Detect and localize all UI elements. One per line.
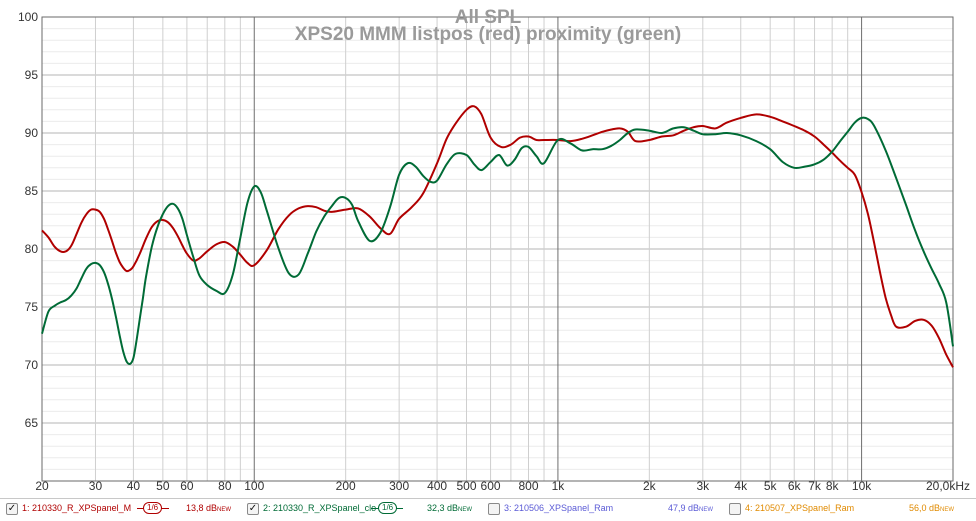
legend-level-4: 56,0 dBNEW xyxy=(909,503,955,513)
x-tick-label: 50 xyxy=(156,479,170,493)
x-tick-label: 400 xyxy=(427,479,447,493)
chart-subtitle: XPS20 MMM listpos (red) proximity (green… xyxy=(295,24,681,45)
x-tick-label: 30 xyxy=(89,479,103,493)
y-gridlines xyxy=(42,28,953,470)
x-tick-label: 10k xyxy=(852,479,872,493)
chart-title: All SPL xyxy=(455,7,522,28)
x-tick-label: 100 xyxy=(244,479,264,493)
legend-checkbox-1[interactable]: ✓ xyxy=(6,503,18,515)
x-tick-label: 200 xyxy=(336,479,356,493)
series-line-1 xyxy=(41,105,954,368)
plot-frame xyxy=(41,16,954,482)
y-tick-label: 65 xyxy=(25,416,39,430)
y-tick-label: 85 xyxy=(25,184,39,198)
spl-chart: 65 70 75 80 85 90 95 100 20 30 40 50 60 80 100 200 300 4… xyxy=(18,7,970,493)
x-tick-label: 40 xyxy=(127,479,141,493)
y-tick-label: 70 xyxy=(25,358,39,372)
legend-smoothing-2[interactable]: 1/6 xyxy=(378,502,398,514)
legend-level-3: 47,9 dBNEW xyxy=(668,503,714,513)
x-gridlines xyxy=(94,17,863,481)
y-tick-label: 100 xyxy=(18,10,38,24)
legend-level-1: 13,8 dBNEW xyxy=(186,503,232,513)
legend-name-4: 4: 210507_XPSpanel_Ram xyxy=(745,503,855,513)
x-tick-label: 300 xyxy=(389,479,409,493)
x-tick-label: 600 xyxy=(481,479,501,493)
y-tick-label: 90 xyxy=(25,126,39,140)
x-tick-label: 6k xyxy=(788,479,802,493)
y-tick-label: 75 xyxy=(25,300,39,314)
x-tick-label: 80 xyxy=(218,479,232,493)
series-group xyxy=(41,105,954,368)
x-tick-label: 60 xyxy=(180,479,194,493)
legend-checkbox-3[interactable] xyxy=(488,503,500,515)
x-tick-label: 800 xyxy=(518,479,538,493)
legend-checkbox-2[interactable]: ✓ xyxy=(247,503,259,515)
legend-bar: ✓ 1: 210330_R_XPSpanel_M 1/6 13,8 dBNEW … xyxy=(0,498,976,521)
y-tick-label: 95 xyxy=(25,68,39,82)
y-tick-label: 80 xyxy=(25,242,39,256)
x-tick-label: 8k xyxy=(826,479,840,493)
y-tick-labels: 65 70 75 80 85 90 95 100 xyxy=(18,10,38,430)
x-tick-label: 20 xyxy=(35,479,49,493)
x-tick-label: 3k xyxy=(696,479,710,493)
legend-name-3: 3: 210506_XPSpanel_Ram xyxy=(504,503,614,513)
series-line-2 xyxy=(41,116,954,365)
x-tick-labels: 20 30 40 50 60 80 100 200 300 400 500 600 800 1k 2k 3k 4… xyxy=(35,479,970,493)
legend-smoothing-1[interactable]: 1/6 xyxy=(143,502,163,514)
x-tick-label: 7k xyxy=(808,479,822,493)
x-tick-label: 20,0kHz xyxy=(926,479,970,493)
x-tick-label: 5k xyxy=(764,479,778,493)
x-tick-label: 2k xyxy=(643,479,657,493)
legend-name-2: 2: 210330_R_XPSpanel_clo xyxy=(263,503,377,513)
x-tick-label: 4k xyxy=(734,479,748,493)
legend-checkbox-4[interactable] xyxy=(729,503,741,515)
legend-name-1: 1: 210330_R_XPSpanel_M xyxy=(22,503,132,513)
legend-level-2: 32,3 dBNEW xyxy=(427,503,473,513)
x-tick-label: 1k xyxy=(552,479,566,493)
x-tick-label: 500 xyxy=(456,479,476,493)
